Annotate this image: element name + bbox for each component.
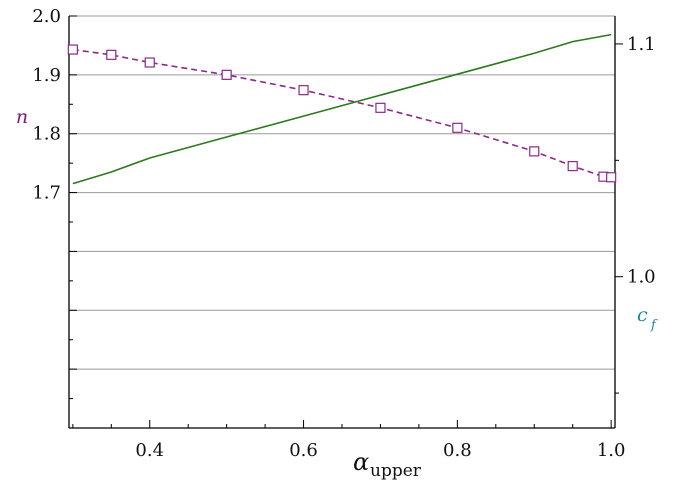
- series-0-marker: [106, 49, 117, 60]
- axis-titles: n c f α upper: [16, 106, 658, 481]
- series-0-marker: [298, 85, 309, 96]
- y-left-tick-label: 1.7: [32, 183, 61, 204]
- axes: [68, 16, 616, 429]
- series-1-line: [72, 33, 612, 185]
- y-left-tick-label: 1.9: [32, 65, 61, 86]
- grid-lines: [69, 15, 615, 370]
- ticks: 0.4 0.6 0.8 1.0 1.7 1.8 1.9 2.0 1.0 1.1: [32, 6, 655, 461]
- x-tick-label: 0.4: [135, 440, 164, 461]
- series-0-marker: [567, 160, 578, 172]
- series-0-marker: [67, 44, 78, 55]
- x-tick-label: 1.0: [597, 440, 626, 461]
- y-right-axis-subscript: f: [650, 318, 658, 333]
- x-tick-label: 0.6: [289, 440, 318, 461]
- series-0-marker: [606, 172, 617, 183]
- series-0-marker: [221, 69, 232, 80]
- series-layer: [67, 33, 617, 185]
- x-tick-label: 0.8: [443, 440, 472, 461]
- y-left-axis-title: n: [16, 106, 28, 128]
- series-0-line: [72, 48, 612, 179]
- x-axis-subscript: upper: [370, 461, 422, 481]
- y-left-tick-label: 2.0: [32, 6, 61, 27]
- x-axis-title: α: [353, 448, 369, 476]
- y-right-tick-label: 1.1: [627, 34, 656, 55]
- series-0-marker: [144, 57, 155, 68]
- series-0-marker: [452, 122, 463, 133]
- y-right-axis-title: c: [637, 304, 648, 326]
- y-right-tick-label: 1.0: [627, 267, 656, 288]
- series-0-marker: [529, 146, 540, 157]
- y-left-tick-label: 1.8: [32, 124, 61, 145]
- series-0-marker: [375, 102, 386, 113]
